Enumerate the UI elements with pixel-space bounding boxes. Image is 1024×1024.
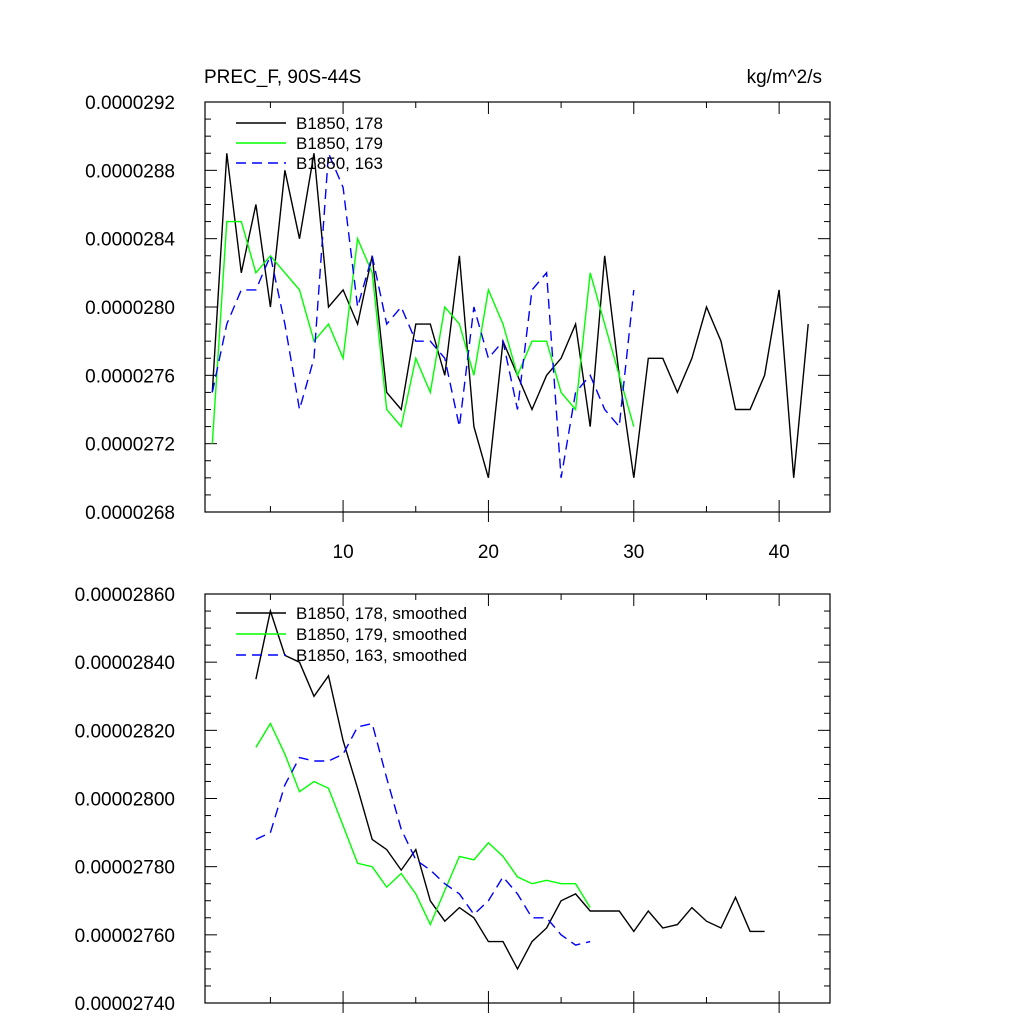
y-tick-label: 0.00002740	[75, 994, 175, 1015]
y-tick-label: 0.0000268	[85, 503, 175, 524]
legend-label: B1850, 163, smoothed	[296, 646, 467, 665]
top-title-right-units: kg/m^2/s	[747, 67, 822, 88]
series-line-smoothed-0	[255, 608, 765, 971]
y-tick-label: 0.0000276	[85, 366, 175, 387]
legend-label: B1850, 163	[296, 154, 383, 173]
top-title-left: PREC_F, 90S-44S	[204, 67, 361, 88]
x-tick-label: 30	[623, 542, 644, 563]
y-tick-label: 0.0000272	[85, 435, 175, 456]
y-tick-label: 0.0000288	[85, 161, 175, 182]
y-tick-label: 0.00002780	[75, 858, 175, 879]
y-tick-label: 0.0000284	[85, 230, 175, 251]
x-tick-label: 10	[333, 542, 354, 563]
y-tick-label: 0.00002760	[75, 926, 175, 947]
legend-label: B1850, 178, smoothed	[296, 604, 467, 623]
y-tick-label: 0.00002840	[75, 653, 175, 674]
y-tick-label: 0.00002820	[75, 721, 175, 742]
legend-label: B1850, 179	[296, 134, 383, 153]
x-tick-label: 20	[478, 542, 499, 563]
series-line-raw-1	[211, 220, 635, 444]
series-line-smoothed-1	[255, 722, 591, 927]
legend-label: B1850, 178	[296, 114, 383, 133]
series-line-raw-0	[211, 153, 809, 478]
series-line-smoothed-2	[255, 722, 591, 946]
legend-label: B1850, 179, smoothed	[296, 625, 467, 644]
bottom-panel: 0.00002740 0.00002760 0.00002780 0.00002800…	[75, 585, 831, 1015]
y-tick-label: 0.0000292	[85, 93, 175, 114]
series-line-raw-2	[211, 153, 635, 478]
top-panel: PREC_F, 90S-44S kg/m^2/s 10 20 30 40 0.00002…	[85, 67, 831, 563]
y-tick-label: 0.00002860	[75, 585, 175, 606]
y-tick-label: 0.0000280	[85, 298, 175, 319]
x-tick-label: 40	[769, 542, 790, 563]
y-tick-label: 0.00002800	[75, 790, 175, 811]
